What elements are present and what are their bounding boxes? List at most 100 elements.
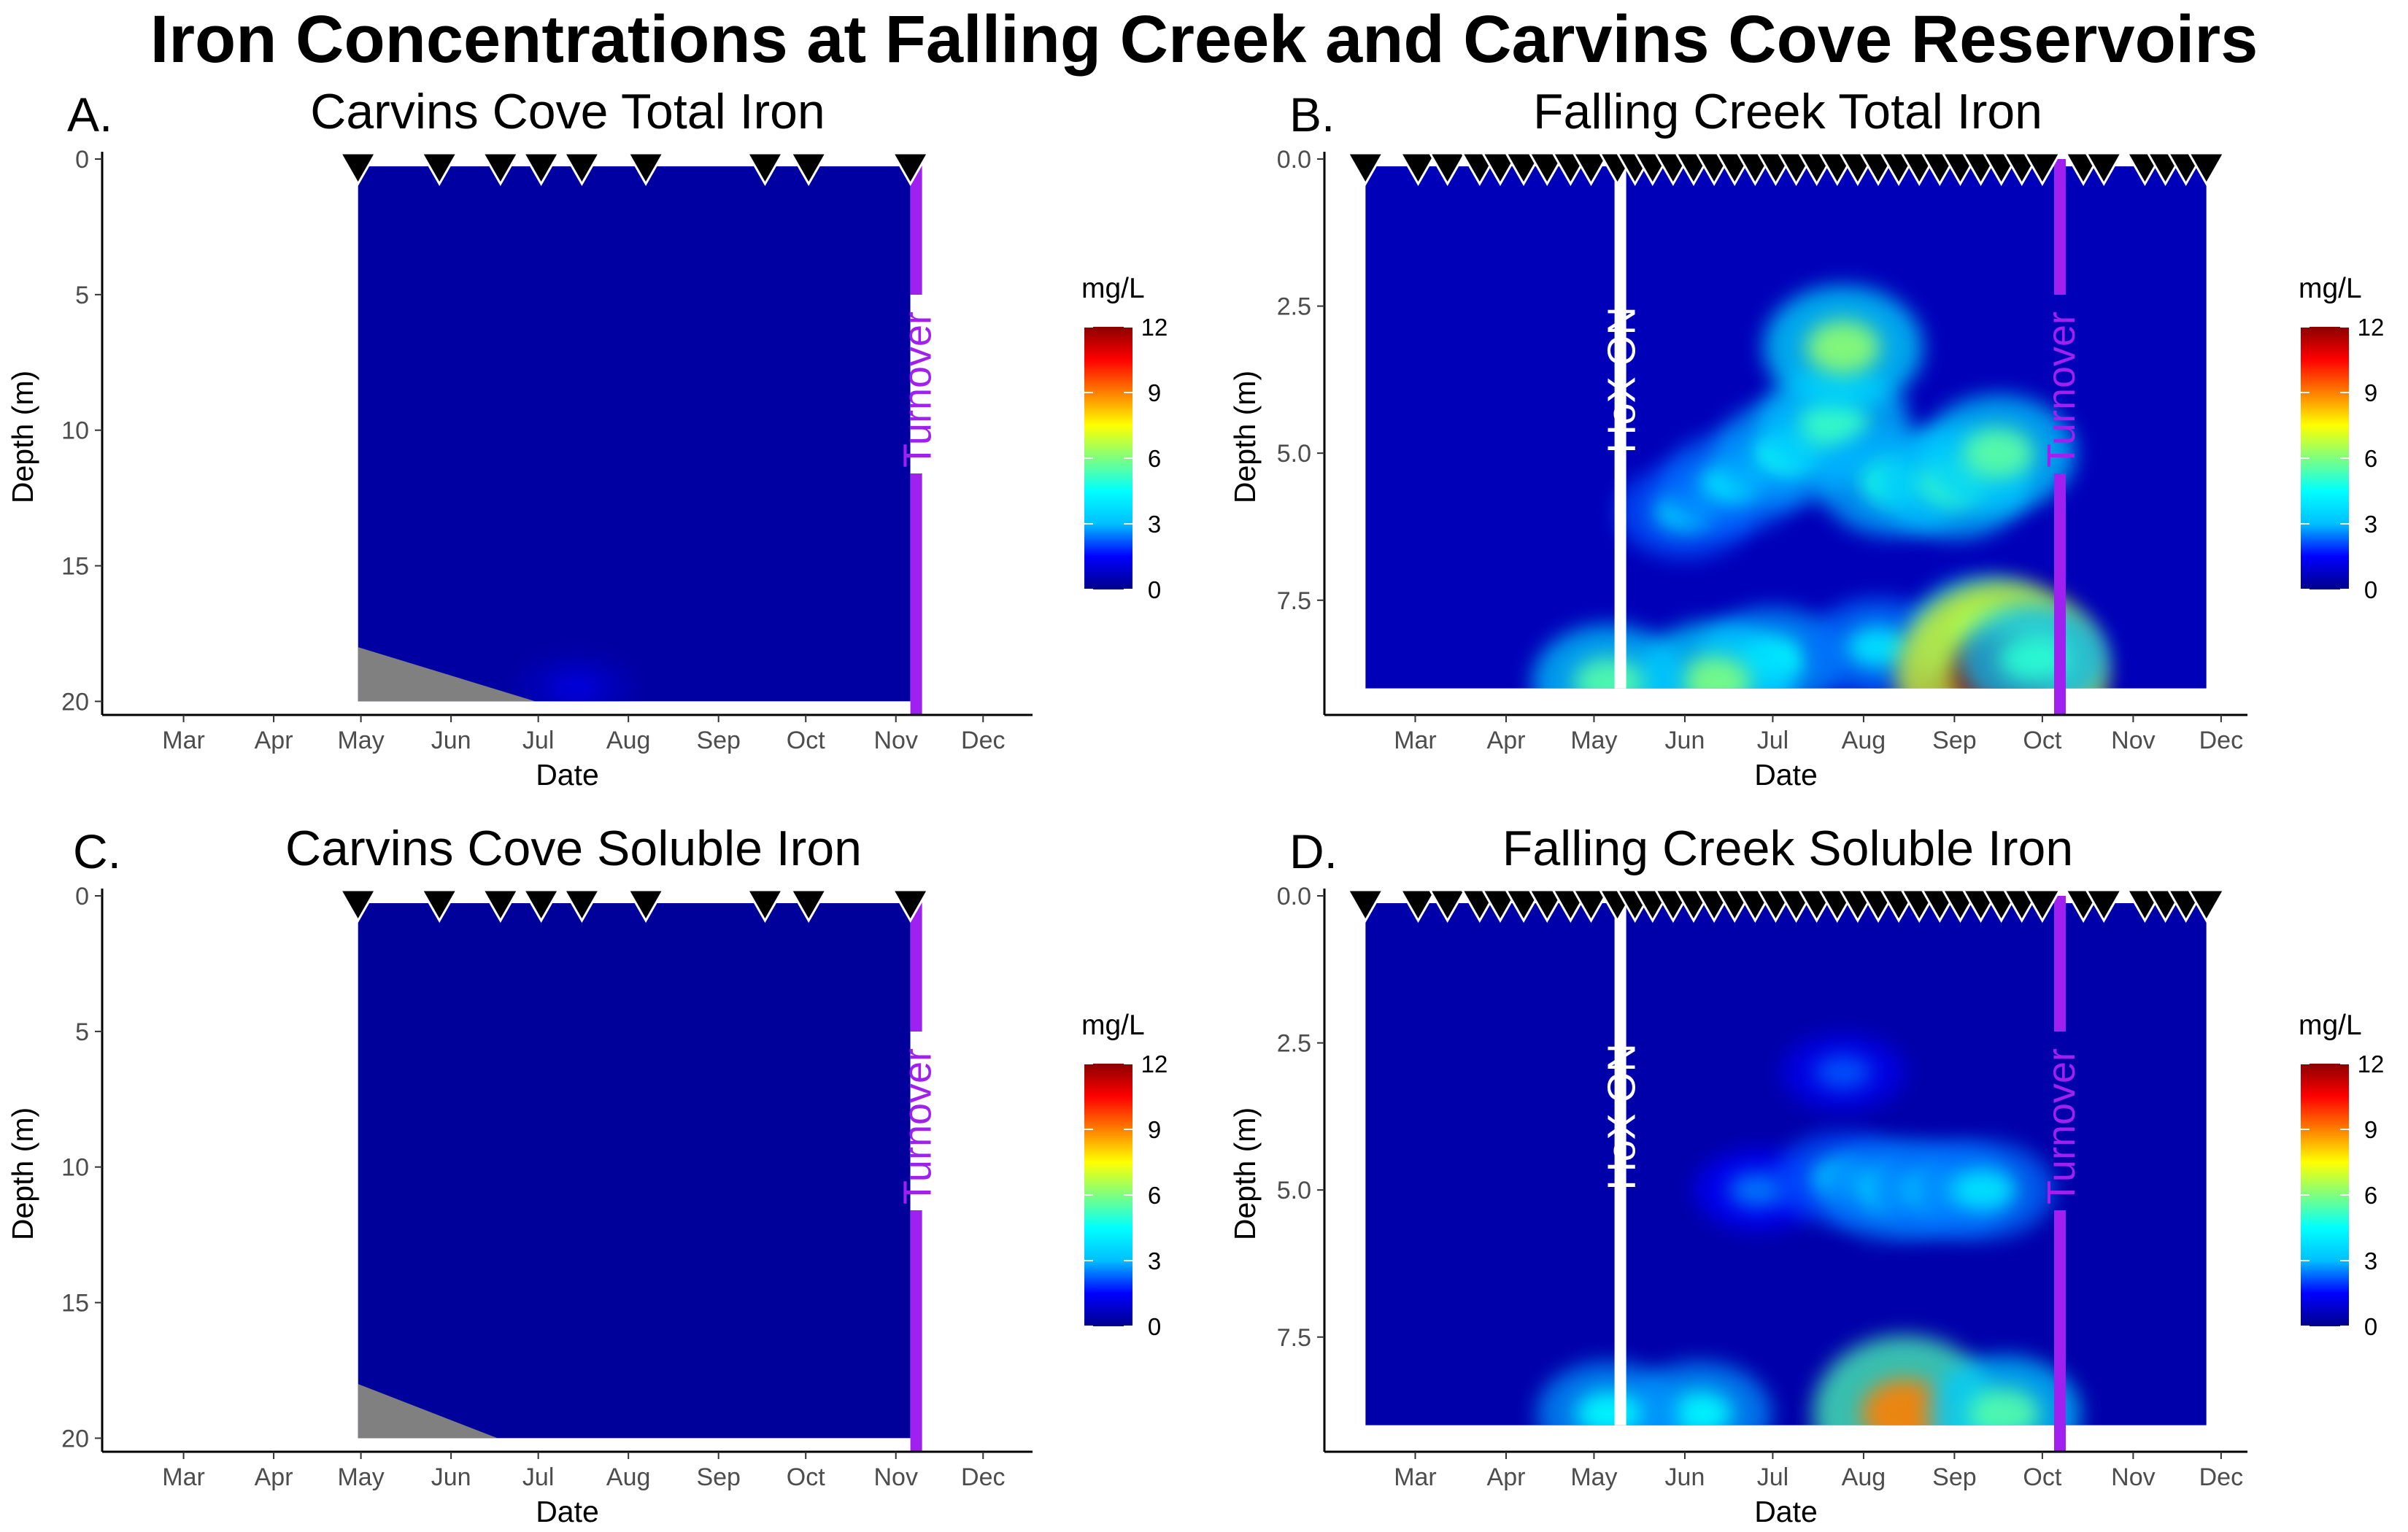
- turnover-label: Turnover: [2040, 1048, 2083, 1204]
- legend-tick-label: 0: [2364, 576, 2377, 603]
- legend-tick-label: 3: [2364, 511, 2377, 538]
- x-tick-label: Mar: [162, 1463, 205, 1491]
- legend-tick-label: 9: [2364, 379, 2377, 406]
- legend-title: mg/L: [2299, 273, 2362, 304]
- y-tick-label: 2.5: [1277, 293, 1311, 321]
- sampling-marker: [1571, 152, 1611, 187]
- turnover-line: [2053, 896, 2066, 1032]
- panel-title: Carvins Cove Soluble Iron: [285, 821, 862, 876]
- sampling-marker: [2084, 152, 2123, 187]
- sampling-marker: [2084, 889, 2123, 924]
- sampling-marker: [1398, 152, 1438, 187]
- y-tick-label: 5: [75, 282, 89, 309]
- legend-tick-label: 12: [2358, 1051, 2385, 1078]
- x-tick-label: Mar: [1394, 727, 1437, 754]
- hox-line: [1614, 889, 1626, 1425]
- panel-b: HoX ON Turnover 0.0 2.5 5.0 7.5 Mar Apr May Jun Ju…: [1228, 84, 2384, 792]
- heatmap-cell: [1799, 399, 1869, 449]
- sampling-marker: [2187, 889, 2226, 924]
- heatmap-cell: [1845, 625, 1911, 669]
- x-tick-label: Oct: [787, 1463, 825, 1491]
- x-tick-label: Sep: [696, 1463, 741, 1491]
- x-tick-label: Nov: [2111, 727, 2155, 754]
- legend-title: mg/L: [2299, 1010, 2362, 1041]
- x-tick-label: Sep: [696, 727, 741, 754]
- heatmap-cell: [549, 673, 603, 702]
- sampling-marker: [1398, 889, 1438, 924]
- x-tick-label: Apr: [1487, 1463, 1526, 1491]
- y-tick-label: 2.5: [1277, 1030, 1311, 1058]
- turnover-line: [2053, 159, 2066, 295]
- turnover-line: [910, 896, 922, 1032]
- legend-tick-label: 12: [1141, 1051, 1168, 1078]
- x-tick-label: May: [337, 727, 384, 754]
- sampling-marker: [1571, 889, 1611, 924]
- y-tick-label: 0: [75, 146, 89, 174]
- sampling-marker: [789, 152, 828, 187]
- heatmap-cell: [1962, 428, 2034, 479]
- sampling-marker: [481, 889, 520, 924]
- y-tick-label: 5: [75, 1018, 89, 1046]
- heatmap: [1365, 903, 2207, 1425]
- legend-tick-label: 0: [2364, 1313, 2377, 1340]
- no-data-region: [358, 647, 536, 702]
- x-tick-label: May: [337, 1463, 384, 1491]
- sampling-marker: [1527, 889, 1567, 924]
- x-tick-label: Oct: [2023, 1463, 2061, 1491]
- x-tick-label: Apr: [255, 1463, 293, 1491]
- heatmap-cell: [1999, 635, 2069, 684]
- legend-tick-label: 12: [1141, 314, 1168, 341]
- x-tick-label: Jun: [431, 727, 471, 754]
- turnover-line: [910, 1210, 922, 1452]
- x-tick-label: Mar: [162, 727, 205, 754]
- turnover-label: Turnover: [2040, 312, 2083, 468]
- sampling-marker: [522, 889, 561, 924]
- panel-letter: B.: [1289, 88, 1335, 142]
- legend-tick-label: 12: [2358, 314, 2385, 341]
- x-tick-label: Aug: [606, 1463, 651, 1491]
- sampling-marker: [1428, 889, 1467, 924]
- x-tick-label: May: [1570, 1463, 1617, 1491]
- heatmap-cell: [1728, 1172, 1788, 1208]
- no-data-region: [358, 1384, 498, 1439]
- legend-tick-label: 9: [1148, 1116, 1161, 1143]
- y-tick-label: 0: [75, 883, 89, 910]
- hox-label: HoX ON: [1600, 306, 1644, 453]
- x-tick-label: Jun: [1665, 727, 1705, 754]
- y-axis-title: Depth (m): [6, 371, 39, 503]
- x-tick-label: Aug: [606, 727, 651, 754]
- sampling-marker: [481, 152, 520, 187]
- x-axis-title: Date: [1754, 1495, 1818, 1528]
- y-axis-title: Depth (m): [6, 1107, 39, 1240]
- x-tick-label: Nov: [2111, 1463, 2155, 1491]
- y-tick-label: 0.0: [1277, 883, 1311, 910]
- sampling-marker: [420, 889, 459, 924]
- x-tick-label: Jul: [522, 1463, 554, 1491]
- y-tick-label: 10: [61, 417, 89, 445]
- legend-tick-label: 3: [2364, 1247, 2377, 1274]
- sampling-marker: [1481, 152, 1520, 187]
- legend-tick-label: 0: [1148, 1313, 1161, 1340]
- x-tick-label: Sep: [1932, 727, 1977, 754]
- heatmap-background: [358, 166, 911, 702]
- x-tick-label: Jun: [431, 1463, 471, 1491]
- sampling-marker: [562, 889, 602, 924]
- sampling-marker: [1527, 152, 1567, 187]
- sampling-marker: [562, 152, 602, 187]
- x-tick-label: Jul: [1757, 727, 1788, 754]
- sampling-marker: [1504, 152, 1543, 187]
- heatmap-cell: [1805, 320, 1880, 375]
- sampling-marker: [2023, 889, 2062, 924]
- sampling-marker: [522, 152, 561, 187]
- y-tick-label: 15: [61, 553, 89, 581]
- legend-tick-label: 9: [2364, 1116, 2377, 1143]
- sampling-marker: [626, 889, 665, 924]
- heatmap-cell: [1677, 656, 1751, 689]
- y-tick-label: 20: [61, 688, 89, 716]
- sampling-marker: [2187, 152, 2226, 187]
- x-tick-label: Aug: [1842, 727, 1886, 754]
- x-tick-label: Jun: [1665, 1463, 1705, 1491]
- legend-tick-label: 3: [1148, 511, 1161, 538]
- turnover-line: [910, 159, 922, 295]
- y-tick-label: 10: [61, 1154, 89, 1182]
